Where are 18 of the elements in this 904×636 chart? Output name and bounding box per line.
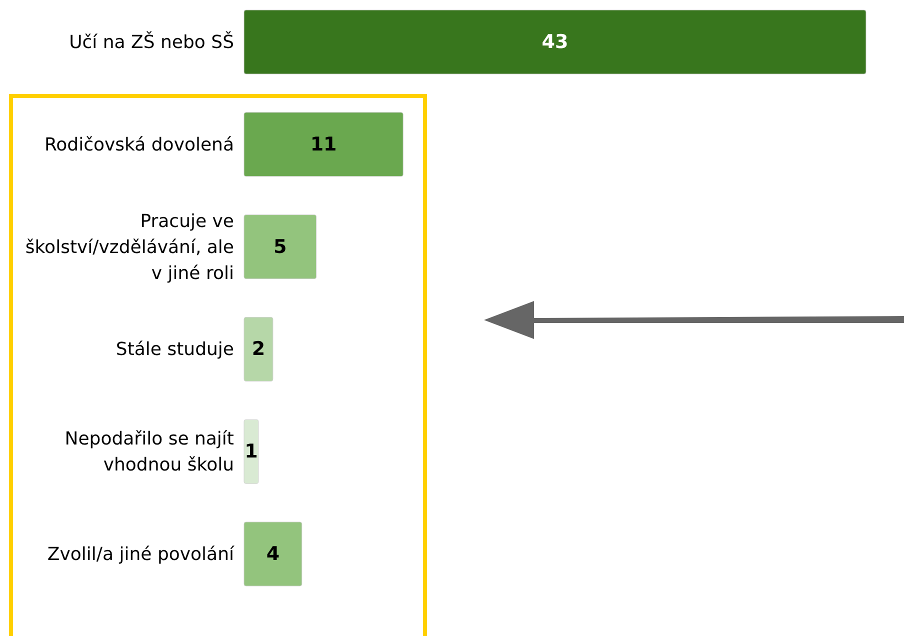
y-tick-label: Zvolil/a jiné povolání	[47, 544, 235, 564]
y-tick-label: Nepodařilo se najít vhodnou školu	[64, 428, 234, 476]
y-tick-label: Pracuje ve školství/vzdělávání, ale v jiné roli	[25, 210, 234, 284]
data-label: 2	[252, 338, 266, 360]
bar	[244, 316, 274, 382]
data-label: 43	[542, 31, 568, 53]
data-label: 1	[244, 440, 258, 463]
bar	[244, 214, 317, 280]
data-label: 5	[274, 236, 287, 258]
y-tick-label: Stále studuje	[116, 338, 234, 360]
bar	[244, 10, 866, 74]
y-tick-label: Rodičovská dovolená	[44, 134, 234, 155]
data-label: 11	[310, 133, 337, 156]
bar	[244, 419, 259, 484]
y-tick-label: Učí na ZŠ nebo SŠ	[69, 30, 234, 52]
data-label: 4	[266, 543, 280, 565]
bar	[244, 112, 404, 177]
bar	[244, 522, 302, 586]
